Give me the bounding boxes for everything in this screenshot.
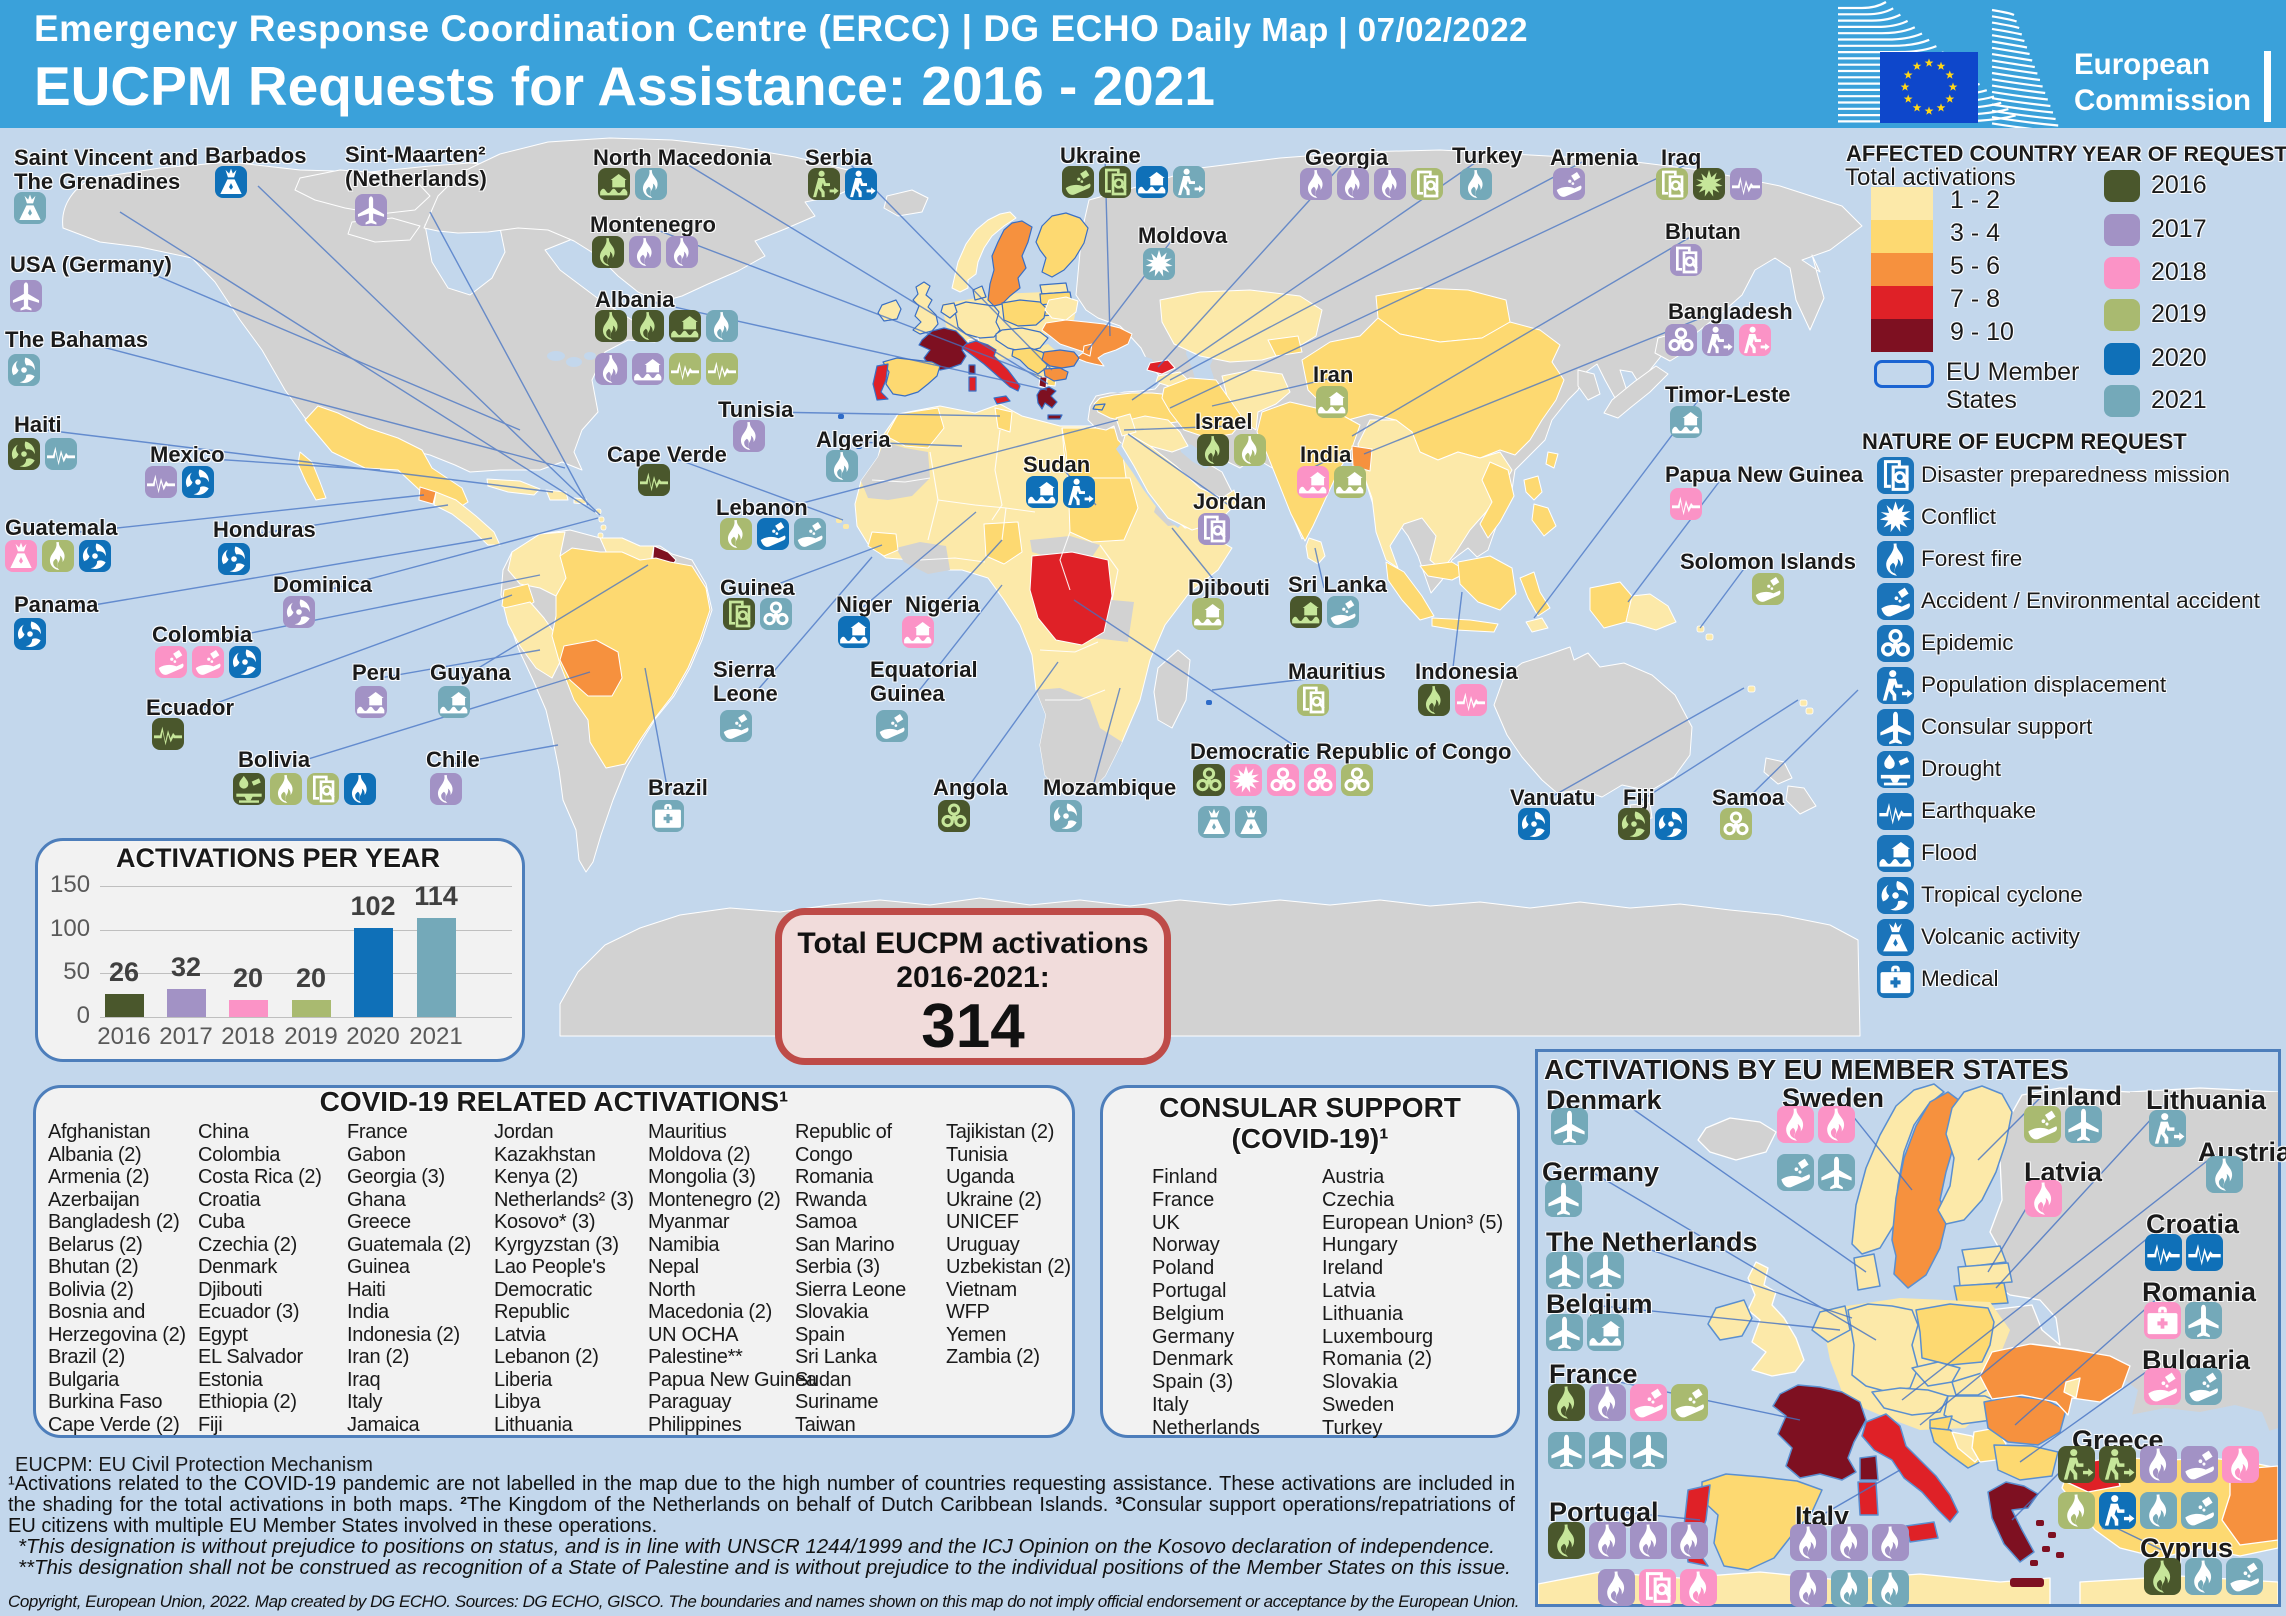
svg-text:Commission: Commission	[2074, 84, 2251, 117]
svg-text:European: European	[2074, 48, 2210, 81]
